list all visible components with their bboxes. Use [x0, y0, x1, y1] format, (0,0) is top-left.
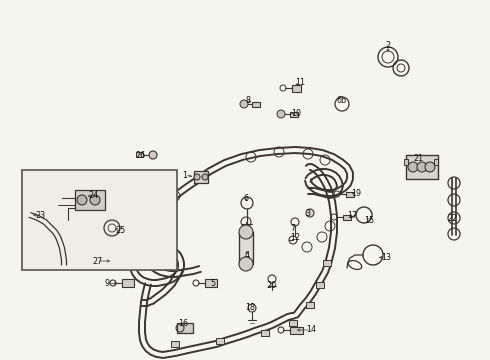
Text: 4: 4	[245, 251, 249, 260]
Text: 1: 1	[182, 171, 188, 180]
Text: 5: 5	[210, 279, 216, 288]
Text: 8: 8	[245, 95, 250, 104]
Bar	[434, 159, 438, 165]
Text: 6b: 6b	[337, 95, 347, 104]
Bar	[194, 171, 208, 183]
Circle shape	[239, 257, 253, 271]
Circle shape	[240, 100, 248, 108]
Text: 11: 11	[295, 77, 305, 86]
Bar	[343, 215, 351, 220]
Bar	[346, 192, 354, 197]
Bar	[289, 320, 297, 326]
Text: 6: 6	[244, 194, 248, 202]
Text: 9: 9	[104, 279, 110, 288]
Bar	[22, 170, 177, 270]
Circle shape	[194, 174, 200, 180]
Text: 14: 14	[306, 325, 316, 334]
Bar	[261, 330, 269, 336]
Text: 20: 20	[266, 280, 276, 289]
Text: 3: 3	[305, 208, 311, 217]
Text: 21: 21	[413, 153, 423, 162]
Bar	[136, 152, 143, 157]
Bar	[252, 102, 260, 107]
Circle shape	[306, 209, 314, 217]
Text: 16: 16	[178, 320, 188, 328]
Text: 18: 18	[245, 303, 255, 312]
Bar	[404, 159, 408, 165]
Text: 10: 10	[291, 108, 301, 117]
Circle shape	[90, 195, 100, 205]
Circle shape	[417, 162, 427, 172]
Text: 23: 23	[35, 211, 45, 220]
Bar	[177, 323, 193, 333]
Bar	[205, 279, 217, 287]
Text: 27: 27	[92, 256, 102, 266]
Text: 17: 17	[347, 211, 357, 220]
Bar	[406, 155, 438, 179]
Text: 7: 7	[291, 224, 295, 233]
Bar	[292, 85, 301, 92]
Circle shape	[77, 195, 87, 205]
Bar	[122, 279, 134, 287]
Bar	[290, 112, 298, 117]
Text: 2: 2	[386, 41, 391, 50]
Circle shape	[425, 162, 435, 172]
Circle shape	[277, 110, 285, 118]
Text: 13: 13	[381, 253, 391, 262]
Bar	[239, 232, 253, 264]
Text: 25: 25	[115, 225, 125, 234]
Text: 22: 22	[447, 213, 457, 222]
Bar	[171, 341, 179, 347]
Bar	[113, 258, 120, 263]
Bar	[290, 327, 303, 334]
Circle shape	[202, 174, 208, 180]
Text: 12: 12	[290, 233, 300, 242]
Circle shape	[149, 151, 157, 159]
Bar	[216, 338, 224, 344]
Text: 19: 19	[351, 189, 361, 198]
Bar	[75, 190, 105, 210]
Text: 24: 24	[88, 190, 98, 199]
Text: 15: 15	[364, 216, 374, 225]
Text: 26: 26	[135, 150, 145, 159]
Bar	[323, 260, 331, 266]
Circle shape	[239, 225, 253, 239]
Bar	[316, 282, 324, 288]
Bar	[306, 302, 314, 308]
Circle shape	[408, 162, 418, 172]
